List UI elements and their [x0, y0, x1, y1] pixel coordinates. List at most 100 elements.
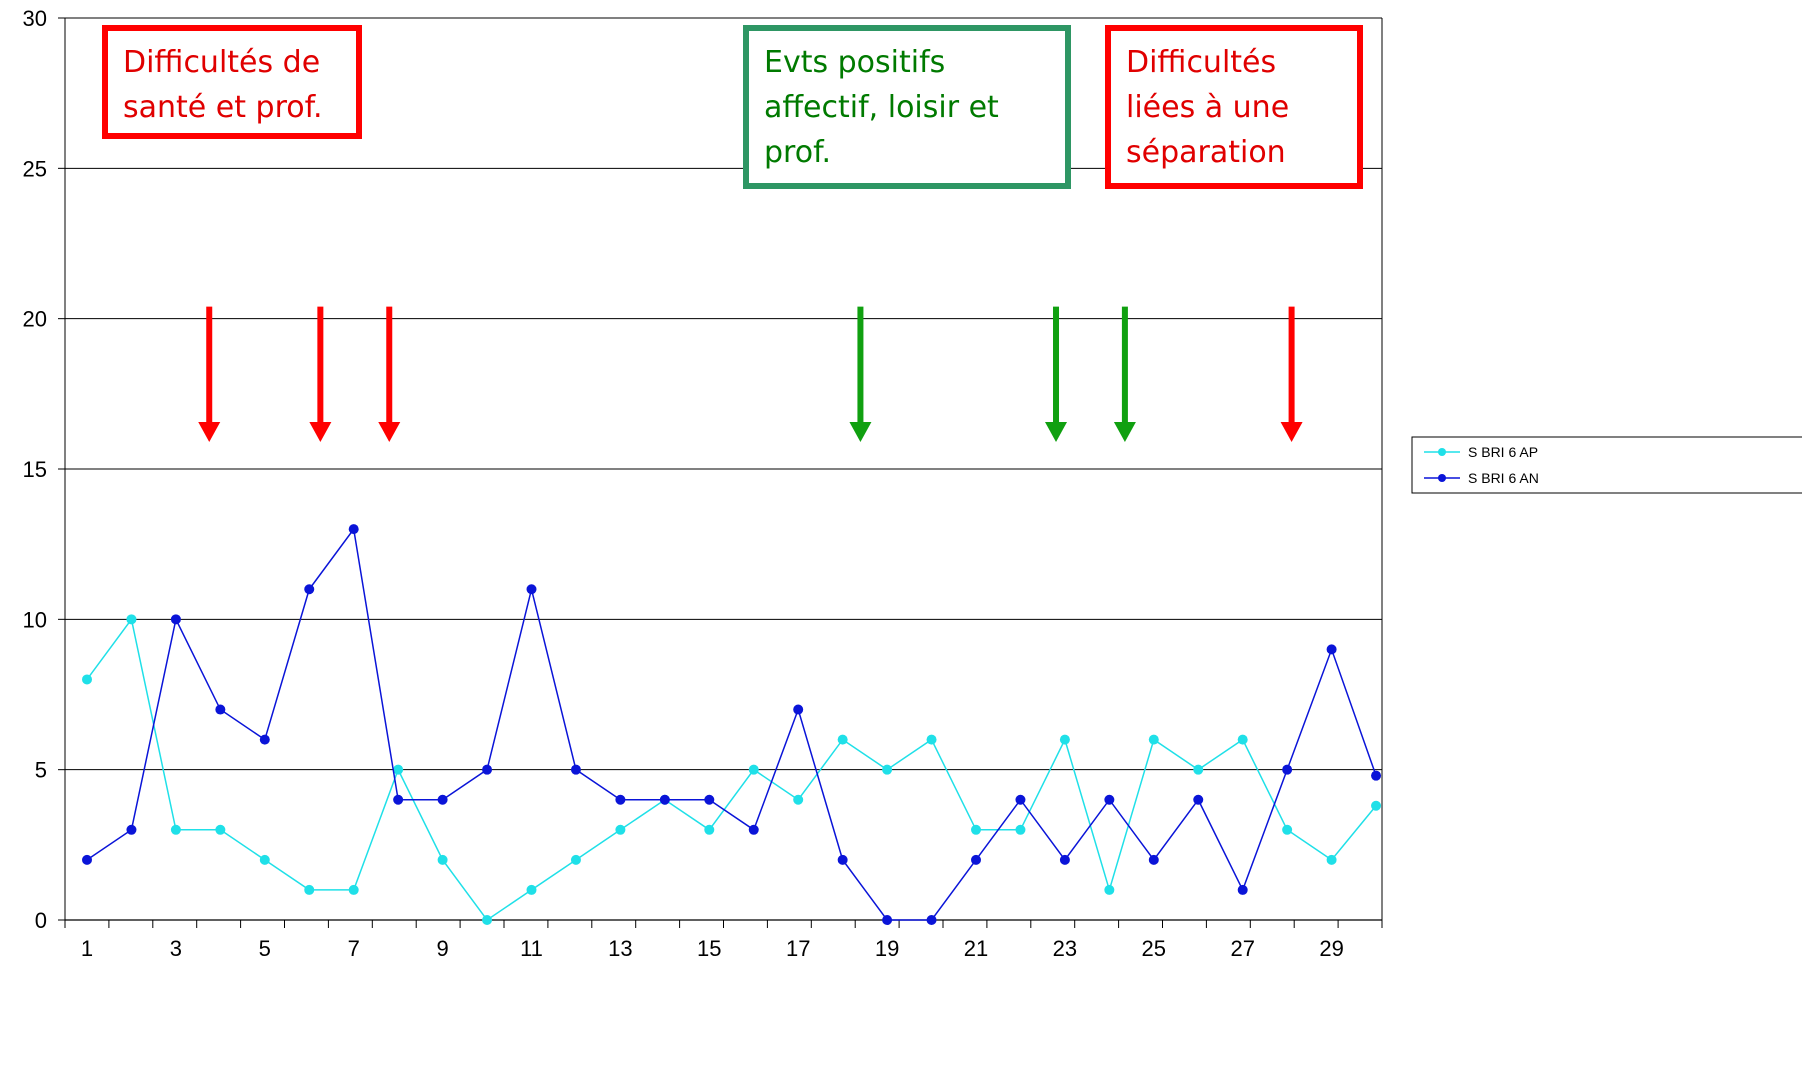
x-tick-label: 13	[608, 936, 632, 961]
series-1-point	[615, 794, 626, 805]
series-0-point	[748, 764, 759, 775]
x-tick-label: 5	[259, 936, 271, 961]
series-1-point	[1059, 854, 1070, 865]
series-1-point	[1237, 884, 1248, 895]
series-1-point	[437, 794, 448, 805]
event-arrow-head	[309, 421, 332, 442]
series-0-point	[971, 824, 981, 835]
event-arrows	[198, 306, 1303, 442]
series-0-point	[304, 884, 315, 895]
series-1-point	[1282, 764, 1293, 775]
series-0-point	[615, 824, 626, 835]
series-0-point	[526, 884, 537, 895]
annotation-text-line: liées à une	[1126, 90, 1289, 125]
event-arrow-head	[198, 421, 221, 442]
series-0-point	[882, 764, 893, 775]
annotation-text-line: Evts positifs	[764, 45, 945, 80]
x-tick-label: 9	[436, 936, 448, 961]
y-tick-label: 30	[23, 6, 47, 31]
annotation-text-line: affectif, loisir et	[764, 90, 999, 125]
series-1-point	[304, 584, 315, 595]
event-arrow-head	[1280, 421, 1303, 442]
series-0-point	[348, 884, 359, 895]
series-0-point	[1371, 800, 1382, 811]
axes	[58, 17, 1383, 928]
legend-label: S BRI 6 AN	[1468, 470, 1539, 486]
y-tick-label: 0	[35, 908, 47, 933]
series-1-point	[1371, 770, 1382, 781]
series-group	[82, 524, 1382, 925]
annotation-frame	[743, 25, 1071, 189]
x-tick-label: 21	[964, 936, 988, 961]
series-0-point	[259, 854, 270, 865]
x-tick-label: 19	[875, 936, 899, 961]
series-0-point	[926, 734, 937, 745]
legend-label: S BRI 6 AP	[1468, 444, 1538, 460]
annotation-text-line: Difficultés de	[123, 45, 320, 80]
event-arrow-head	[1113, 421, 1136, 442]
x-tick-label: 17	[786, 936, 810, 961]
series-0-point	[570, 854, 581, 865]
series-1-point	[126, 824, 137, 835]
series-0-point	[1015, 824, 1026, 835]
series-0-point	[837, 734, 848, 745]
x-tick-label: 25	[1142, 936, 1166, 961]
y-tick-label: 5	[35, 758, 47, 783]
x-tick-label: 1	[81, 936, 93, 961]
legend: S BRI 6 AP S BRI 6 AN	[1411, 436, 1802, 494]
y-tick-label: 20	[23, 307, 47, 332]
series-1-point	[82, 854, 92, 865]
series-1-point	[926, 915, 937, 925]
series-1-point	[259, 734, 270, 745]
y-tick-label: 25	[23, 156, 47, 181]
legend-swatch-marker	[1438, 474, 1446, 482]
series-1-point	[526, 584, 537, 595]
series-0-point	[82, 674, 92, 685]
series-0-point	[1059, 734, 1070, 745]
series-0-point	[437, 854, 448, 865]
annotation-box-negative: Difficultés liées à une séparation	[1105, 25, 1363, 189]
series-1-point	[1015, 794, 1026, 805]
x-tick-label: 7	[348, 936, 360, 961]
y-tick-label: 15	[23, 457, 47, 482]
x-tick-label: 27	[1230, 936, 1254, 961]
series-1-point	[748, 824, 759, 835]
annotation-text-line: santé et prof.	[123, 90, 323, 125]
annotation-boxes: Difficultés de santé et prof. Evts positif…	[102, 25, 1363, 189]
series-1-point	[348, 524, 359, 535]
series-1-point	[393, 794, 404, 805]
series-1-point	[793, 704, 804, 715]
series-0-point	[482, 915, 493, 925]
series-1-point	[704, 794, 715, 805]
grid-lines	[65, 17, 1382, 921]
x-tick-label: 11	[520, 936, 543, 961]
series-0-point	[1148, 734, 1159, 745]
legend-swatch-marker	[1438, 448, 1446, 456]
series-1-point	[882, 915, 893, 925]
series-line-0	[86, 617, 1377, 922]
x-tick-label: 3	[170, 936, 182, 961]
series-1-point	[1326, 644, 1337, 655]
annotation-text-line: séparation	[1126, 135, 1286, 170]
series-1-point	[659, 794, 670, 805]
y-tick-label: 10	[23, 607, 47, 632]
annotation-frame	[102, 25, 362, 139]
x-tick-label: 15	[697, 936, 721, 961]
series-1-point	[1104, 794, 1115, 805]
x-tick-labels: 1 3 5 7 9 11 13 15 17 19 21 23 25 27 29	[81, 936, 1344, 961]
series-0-point	[126, 614, 137, 625]
x-tick-label: 29	[1319, 936, 1343, 961]
series-0-point	[704, 824, 715, 835]
series-1-point	[570, 764, 581, 775]
event-arrow-head	[1045, 421, 1068, 442]
legend-frame	[1411, 436, 1802, 494]
series-0-point	[1104, 884, 1115, 895]
annotation-frame	[1105, 25, 1363, 189]
annotation-text-line: prof.	[764, 135, 831, 170]
series-0-point	[1326, 854, 1337, 865]
series-1-point	[482, 764, 493, 775]
event-arrow-head	[849, 421, 872, 442]
annotation-text-line: Difficultés	[1126, 45, 1276, 80]
y-tick-labels: 0 5 10 15 20 25 30	[23, 6, 47, 933]
